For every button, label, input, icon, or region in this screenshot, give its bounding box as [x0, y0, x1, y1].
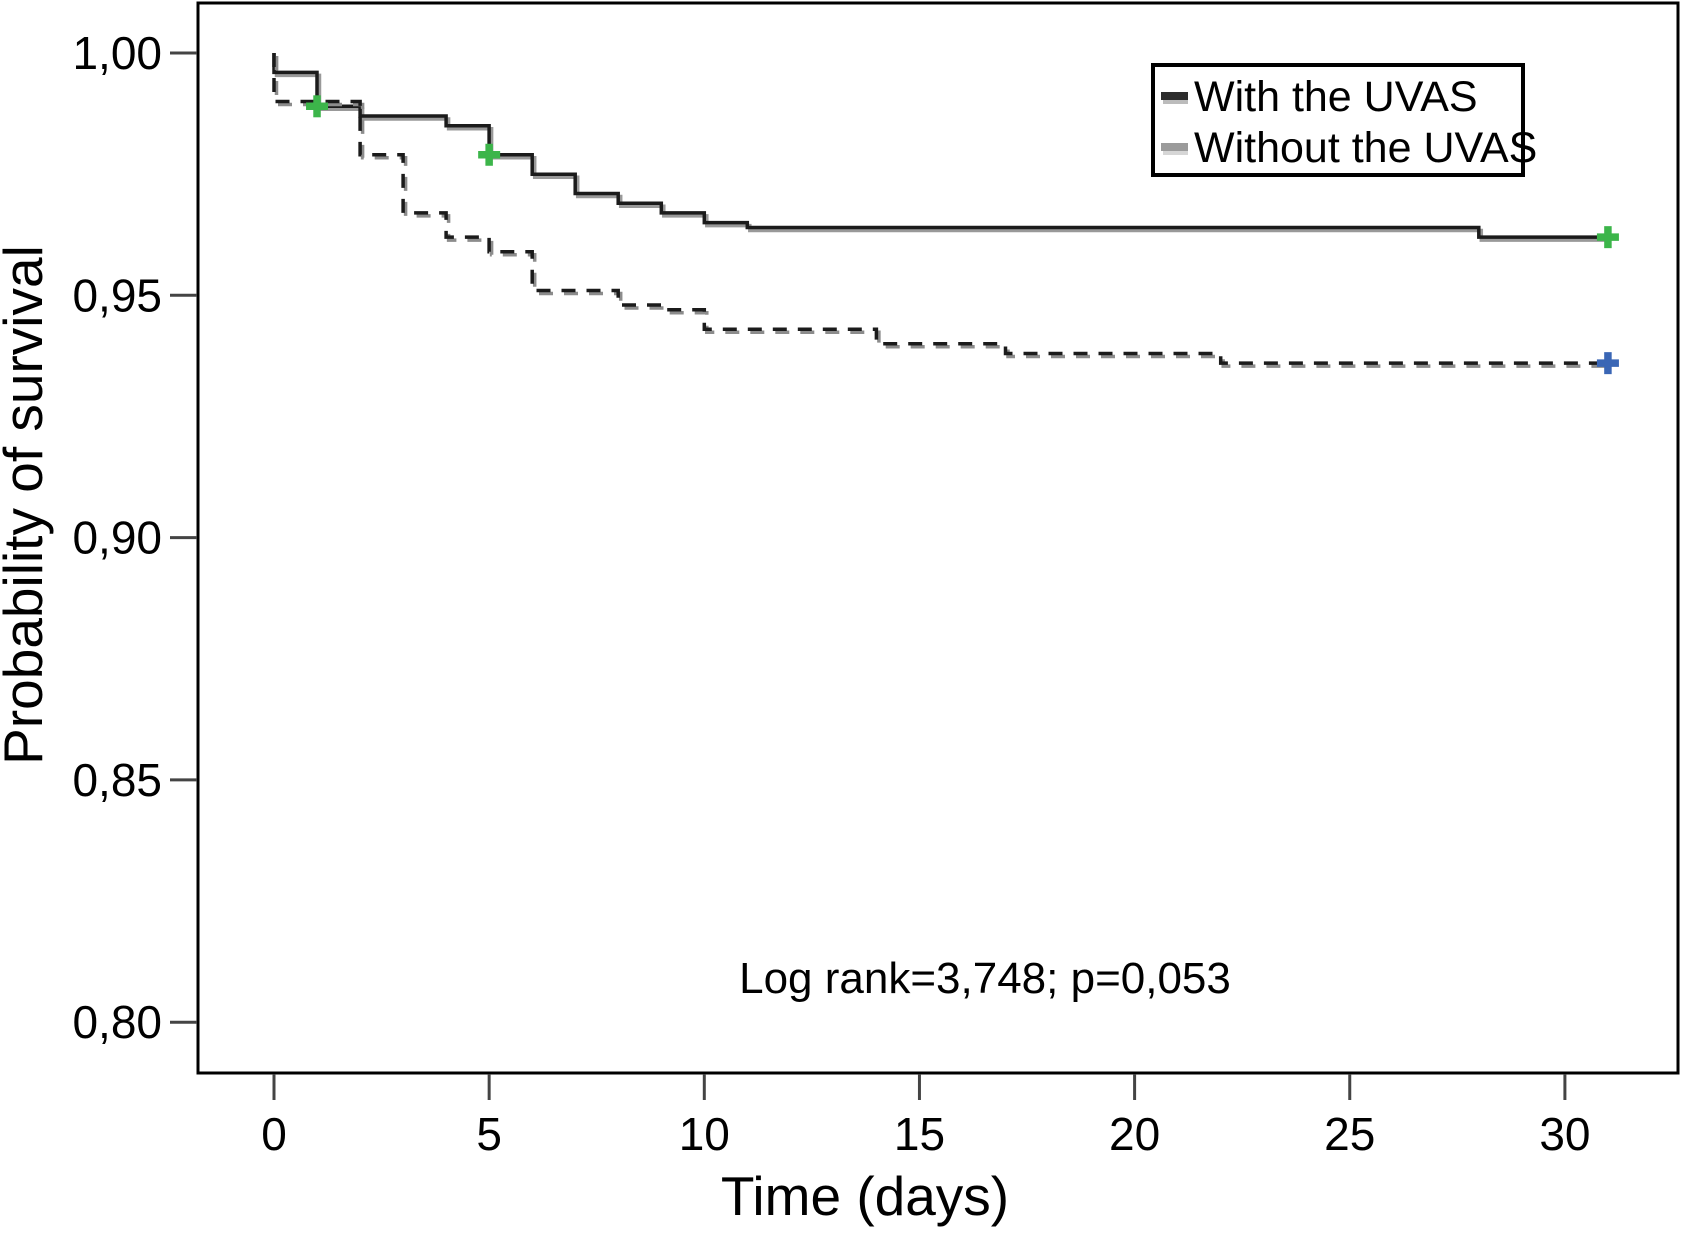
x-tick-label: 20 [1109, 1108, 1160, 1160]
x-tick-label: 30 [1539, 1108, 1590, 1160]
series-without-the-uvas-line [272, 53, 1608, 365]
y-tick-label: 1,00 [72, 27, 162, 79]
x-axis-ticks: 0 5 10 15 20 25 30 [261, 1074, 1590, 1160]
log-rank-annotation: Log rank=3,748; p=0,053 [739, 954, 1231, 1003]
plot-border [196, 1, 1680, 1075]
legend-marker-with-uvas-shadow [1163, 100, 1188, 104]
x-tick-label: 10 [679, 1108, 730, 1160]
y-axis-ticks: 1,00 0,95 0,90 0,85 0,80 [72, 27, 197, 1048]
series-with-the-uvas-shadow [274, 56, 1611, 242]
series-with-the-uvas-line [272, 53, 1608, 239]
survival-curves [272, 53, 1611, 368]
legend-label-with-uvas: With the UVAS [1194, 73, 1478, 121]
censor-mark [478, 143, 501, 166]
legend-marker-with-uvas [1161, 92, 1188, 100]
x-tick-label: 15 [894, 1108, 945, 1160]
legend: With the UVAS Without the UVAS [1151, 63, 1537, 177]
censor-mark [1596, 352, 1619, 375]
y-tick-label: 0,95 [72, 269, 162, 321]
censor-marks [306, 95, 1619, 375]
legend-marker-without-uvas-shadow [1163, 151, 1188, 155]
x-tick-label: 0 [261, 1108, 287, 1160]
y-tick-label: 0,80 [72, 996, 162, 1048]
y-tick-label: 0,90 [72, 512, 162, 564]
censor-mark [306, 95, 329, 118]
legend-marker-without-uvas [1161, 143, 1188, 151]
legend-label-without-uvas: Without the UVAS [1194, 124, 1537, 172]
y-tick-label: 0,85 [72, 754, 162, 806]
x-axis-title: Time (days) [721, 1165, 1009, 1227]
x-tick-label: 25 [1324, 1108, 1375, 1160]
series-without-the-uvas-shadow [274, 56, 1611, 368]
censor-mark [1596, 226, 1619, 249]
x-tick-label: 5 [476, 1108, 502, 1160]
y-axis-title: Probability of survival [0, 245, 54, 765]
legend-box [1151, 63, 1525, 177]
